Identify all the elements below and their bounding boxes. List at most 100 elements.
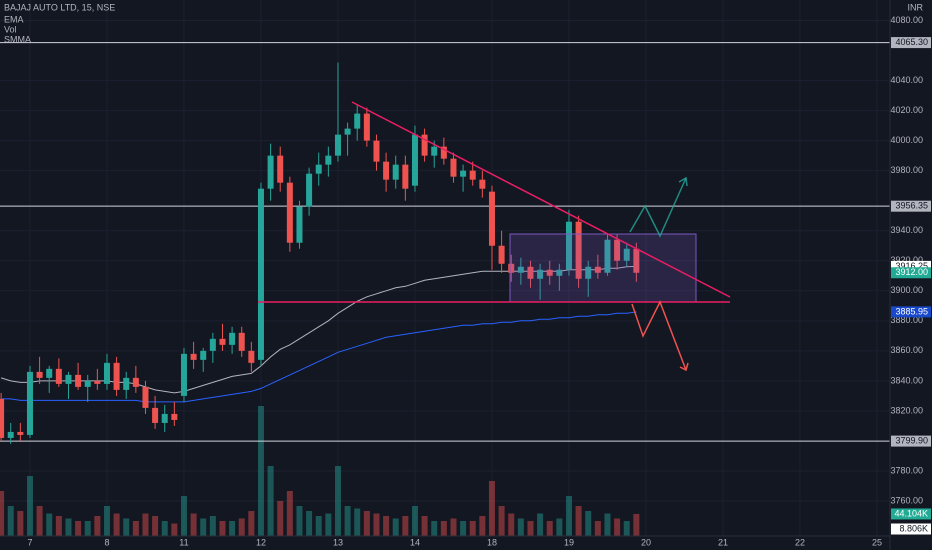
x-tick-label: 19 <box>564 537 574 547</box>
volume-bar <box>325 513 332 536</box>
candle-body <box>537 269 544 279</box>
y-tick-label: 3760.00 <box>890 495 923 505</box>
candle-body <box>277 155 284 183</box>
volume-bar <box>354 508 361 536</box>
volume-bar <box>556 518 563 536</box>
volume-bar <box>123 518 130 536</box>
volume-bar <box>565 496 572 536</box>
candle-body <box>7 431 14 438</box>
candle-body <box>229 332 236 345</box>
volume-bar <box>103 506 110 536</box>
candle-body <box>498 245 505 264</box>
volume-bar <box>315 516 322 536</box>
price-badge <box>891 508 931 520</box>
price-badge <box>891 260 931 272</box>
volume-bar <box>94 516 101 536</box>
candle-body <box>0 398 5 438</box>
volume-bar <box>171 523 178 536</box>
volume-bar <box>113 513 120 536</box>
candle-body <box>594 266 601 273</box>
x-tick-label: 12 <box>256 537 266 547</box>
price-badge-label: 3885.95 <box>895 306 928 316</box>
range-box <box>509 233 697 303</box>
candle-body <box>113 362 120 390</box>
volume-bar <box>421 516 428 536</box>
y-tick-label: 3940.00 <box>890 225 923 235</box>
x-tick-label: 14 <box>410 537 420 547</box>
x-tick-label: 21 <box>718 537 728 547</box>
volume-bar <box>26 476 33 536</box>
volume-bar <box>229 521 236 536</box>
candle-body <box>84 380 91 387</box>
volume-bar <box>277 501 284 536</box>
candle-body <box>479 179 486 189</box>
y-tick-label: 3980.00 <box>890 165 923 175</box>
volume-bar <box>7 506 14 536</box>
candle-body <box>267 155 274 189</box>
volume-bar <box>537 513 544 536</box>
candle-body <box>633 248 640 273</box>
y-tick-label: 3860.00 <box>890 345 923 355</box>
y-tick-label: 3820.00 <box>890 405 923 415</box>
x-tick-label: 8 <box>104 537 109 547</box>
volume-bar <box>585 511 592 536</box>
candle-body <box>219 338 226 345</box>
candle-body <box>296 206 303 243</box>
volume-bar <box>180 496 187 536</box>
volume-bar <box>190 513 197 536</box>
y-tick-label: 3780.00 <box>890 465 923 475</box>
bear-path <box>631 300 687 371</box>
price-badge-label: 8.806K <box>899 523 928 533</box>
volume-bar <box>286 491 293 536</box>
volume-bar <box>209 516 216 536</box>
candle-body <box>286 182 293 243</box>
price-badge-label: 3912.00 <box>895 267 928 277</box>
candle-body <box>614 239 621 261</box>
indicator-label: SMMA <box>4 34 31 44</box>
volume-bar <box>132 521 139 536</box>
price-badge-label: 44.104K <box>894 508 928 518</box>
volume-bar <box>402 516 409 536</box>
volume-bar <box>575 506 582 536</box>
candle-body <box>209 338 216 351</box>
volume-bar <box>431 521 438 536</box>
candle-body <box>17 431 24 435</box>
y-tick-label: 3900.00 <box>890 285 923 295</box>
volume-bar <box>383 516 390 536</box>
volume-bar <box>344 506 351 536</box>
y-tick-label: 3920.00 <box>890 255 923 265</box>
candle-body <box>257 188 264 360</box>
candle-body <box>565 221 572 270</box>
volume-bar <box>257 406 264 536</box>
volume-bar <box>55 516 62 536</box>
volume-bar <box>594 521 601 536</box>
volume-bar <box>334 466 341 536</box>
candle-body <box>460 170 467 177</box>
volume-bar <box>488 481 495 536</box>
y-tick-label: 4040.00 <box>890 75 923 85</box>
currency: INR <box>908 2 924 12</box>
volume-bar <box>0 491 5 536</box>
volume-bar <box>248 511 255 536</box>
volume-bar <box>373 513 380 536</box>
candle-body <box>450 158 457 177</box>
indicator-label: EMA <box>4 14 24 24</box>
volume-bar <box>363 511 370 536</box>
symbol-title: BAJAJ AUTO LTD, 15, NSE <box>4 2 115 12</box>
bull-path <box>629 177 687 238</box>
volume-bar <box>296 506 303 536</box>
indicator-label: Vol <box>4 24 17 34</box>
axes: 4080.00 4040.00 4020.00 4000.00 3980.00 3940.… <box>27 15 923 547</box>
candle-body <box>440 146 447 159</box>
candle-body <box>161 413 168 423</box>
candle-body <box>142 386 149 408</box>
volume-bar <box>219 521 226 536</box>
x-tick-label: 13 <box>333 537 343 547</box>
candle-body <box>575 221 582 279</box>
levels <box>0 42 890 442</box>
y-tick-label: 4020.00 <box>890 105 923 115</box>
volume-bar <box>392 518 399 536</box>
volume-bar <box>161 521 168 536</box>
candle-body <box>65 374 72 384</box>
